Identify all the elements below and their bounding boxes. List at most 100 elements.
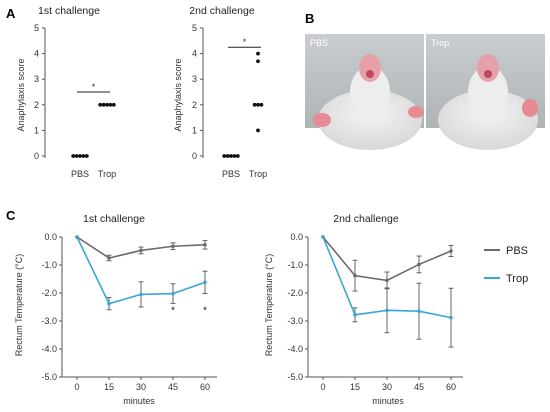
chart-c1-xlabel: minutes <box>123 396 155 406</box>
chart-c1-trop-point <box>171 291 175 296</box>
chart-c2-pbs-point <box>417 262 421 267</box>
chart-c1-ytick-label: 0.0 <box>44 232 57 242</box>
chart-c1-ytick-label: -4.0 <box>41 344 57 354</box>
chart-a2-ytick-label: 4 <box>192 49 197 59</box>
chart-a1-point <box>101 102 106 107</box>
chart-a2-point <box>222 154 227 158</box>
photo-pbs <box>305 34 424 150</box>
chart-c1-pbs-point <box>139 248 143 253</box>
chart-c1-xtick-label: 60 <box>200 382 210 392</box>
chart-c1-xtick-label: 45 <box>168 382 178 392</box>
chart-c2-ytick-label: -3.0 <box>287 316 303 326</box>
chart-a2-ylabel: Anaphylaxis score <box>173 58 183 131</box>
chart-c1-ylabel: Rectum Temperature (°C) <box>14 254 24 356</box>
chart-c2-xtick-label: 30 <box>382 382 392 392</box>
chart-a2-point <box>252 102 257 107</box>
chart-a2-point <box>259 102 264 107</box>
chart-a1-point <box>78 154 82 158</box>
chart-a2-point <box>256 51 260 56</box>
chart-a2-sig-star: * <box>243 37 247 47</box>
chart-c1-pbs-point <box>171 244 175 249</box>
chart-c2-trop-point <box>449 315 453 320</box>
chart-c2-ytick-label: -5.0 <box>287 372 303 382</box>
photo-label-trop: Trop <box>431 38 449 48</box>
chart-c2-pbs-point <box>449 249 453 253</box>
chart-c1-trop-point <box>75 235 79 239</box>
chart-c2-ytick-label: 0.0 <box>290 232 303 242</box>
chart-c1-pbs-point <box>203 243 207 247</box>
chart-a2-point <box>232 154 237 158</box>
chart-c1-sig-star: * <box>203 304 207 316</box>
chart-a1-point <box>71 154 76 158</box>
chart-a1-sig-star: * <box>92 82 96 92</box>
chart-c2-trop-point <box>353 313 357 317</box>
chart-c1-xtick-label: 0 <box>74 382 79 392</box>
chart-a2-ytick-label: 3 <box>192 74 197 84</box>
chart-c2-ytick-label: -1.0 <box>287 260 303 270</box>
panel-label-a: A <box>6 6 16 21</box>
chart-a1-point <box>98 102 103 107</box>
chart-c2-trop-point <box>321 235 325 239</box>
chart-c2-xtick-label: 15 <box>350 382 360 392</box>
chart-a2-ytick-label: 1 <box>192 125 197 135</box>
chart-a2-title: 2nd challenge <box>189 5 255 17</box>
chart-a2-point <box>256 59 260 64</box>
chart-a1-point <box>105 102 109 107</box>
chart-c2-ytick-label: -4.0 <box>287 344 303 354</box>
chart-a2-ytick-label: 2 <box>192 100 197 110</box>
panel-label-c: C <box>6 208 16 223</box>
chart-c1-trop-point <box>107 301 111 306</box>
chart-a2-ytick-label: 0 <box>192 151 197 161</box>
legend-label-trop: Trop <box>506 273 528 285</box>
chart-c2-ylabel: Rectum Temperature (°C) <box>264 254 274 356</box>
legend: PBS Trop <box>484 245 528 285</box>
chart-a2-ytick-label: 5 <box>192 23 197 33</box>
chart-c2-xtick-label: 60 <box>446 382 456 392</box>
chart-a2-xtick-label: PBS <box>222 169 240 179</box>
chart-a1-point <box>108 102 113 107</box>
chart-c1-ytick-label: -3.0 <box>41 316 57 326</box>
chart-c2-pbs-point <box>353 273 357 278</box>
chart-c1-xtick-label: 15 <box>104 382 114 392</box>
chart-a2-point <box>225 154 230 158</box>
chart-c1-sig-star: * <box>171 304 175 316</box>
chart-a1-ytick-label: 3 <box>34 74 39 84</box>
chart-c2-trop-point <box>417 309 421 314</box>
chart-c2-pbs-point <box>385 278 389 283</box>
chart-a2-point <box>235 154 240 158</box>
chart-c1-ytick-label: -2.0 <box>41 288 57 298</box>
photo-trop <box>426 34 545 150</box>
chart-c1-ytick-label: -5.0 <box>41 372 57 382</box>
chart-c1-title: 1st challenge <box>83 213 145 225</box>
chart-c1-pbs-point <box>107 256 111 260</box>
chart-a1-point <box>74 154 79 158</box>
chart-a1-xtick-label: PBS <box>71 169 89 179</box>
chart-c1-trop-point <box>139 292 143 297</box>
chart-a2-point <box>229 154 233 158</box>
chart-c2-title: 2nd challenge <box>333 213 399 225</box>
chart-c2-trop-point <box>385 308 389 313</box>
chart-c1-ytick-label: -1.0 <box>41 260 57 270</box>
chart-c1-xtick-label: 30 <box>136 382 146 392</box>
chart-a1-point <box>84 154 89 158</box>
chart-a1-ylabel: Anaphylaxis score <box>16 58 26 131</box>
chart-a1-ytick-label: 0 <box>34 151 39 161</box>
chart-a2-xtick-label: Trop <box>249 169 267 179</box>
chart-a1-point <box>111 102 116 107</box>
chart-a1-ytick-label: 1 <box>34 125 39 135</box>
panel-label-b: B <box>305 11 314 26</box>
chart-a1-ytick-label: 2 <box>34 100 39 110</box>
photo-label-pbs: PBS <box>310 38 328 48</box>
chart-a2-point <box>256 102 260 107</box>
chart-a1-ytick-label: 4 <box>34 49 39 59</box>
chart-a1-xtick-label: Trop <box>98 169 116 179</box>
chart-a1-point <box>81 154 86 158</box>
chart-c2-xtick-label: 0 <box>320 382 325 392</box>
legend-label-pbs: PBS <box>506 245 528 257</box>
chart-c1-trop-point <box>203 280 207 285</box>
chart-c2-xlabel: minutes <box>372 396 404 406</box>
chart-c2-ytick-label: -2.0 <box>287 288 303 298</box>
chart-a1-title: 1st challenge <box>38 5 100 17</box>
